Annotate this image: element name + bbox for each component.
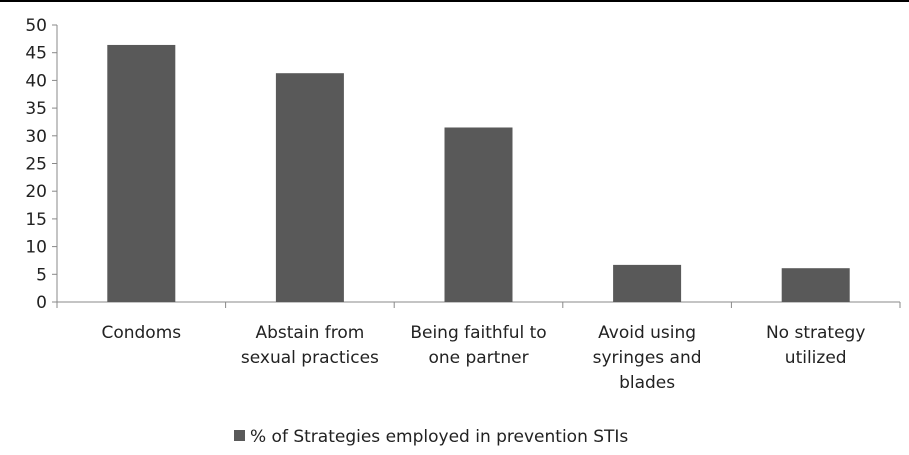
- y-tick-label: 45: [25, 44, 47, 64]
- x-category-label-line: utilized: [785, 348, 847, 368]
- x-category-label-line: syringes and: [593, 348, 702, 368]
- bar: [444, 127, 513, 303]
- bars: [107, 44, 850, 303]
- y-tick-label: 25: [25, 155, 47, 175]
- bar: [781, 268, 850, 302]
- x-axis: Condoms Abstain from sexual practices Being…: [56, 301, 901, 393]
- x-category-label-line: one partner: [428, 348, 528, 368]
- x-category-label-line: blades: [619, 373, 675, 393]
- y-tick-label: 50: [25, 16, 47, 36]
- legend: % of Strategies employed in prevention S…: [234, 427, 628, 447]
- y-tick-label: 15: [25, 210, 47, 230]
- x-category-label: Avoid using syringes and blades: [593, 323, 702, 393]
- x-category-label-line: Being faithful to: [410, 323, 546, 343]
- legend-label: % of Strategies employed in prevention S…: [250, 427, 628, 447]
- x-category-label-line: Abstain from: [255, 323, 364, 343]
- bar: [107, 44, 176, 302]
- y-tick-label: 5: [36, 265, 47, 285]
- y-tick-label: 30: [25, 127, 47, 147]
- x-category-label-line: No strategy: [766, 323, 865, 343]
- x-category-label: Being faithful to one partner: [410, 323, 546, 368]
- x-category-label: Abstain from sexual practices: [241, 323, 379, 368]
- legend-swatch: [234, 430, 245, 441]
- x-category-label: Condoms: [101, 323, 181, 343]
- bar: [613, 264, 682, 302]
- y-axis: 0 5 10 15 20 25 30 35 40 45 50: [25, 16, 58, 313]
- x-category-label-line: Condoms: [101, 323, 181, 343]
- bar: [275, 73, 344, 302]
- y-tick-label: 35: [25, 99, 47, 119]
- y-tick-label: 10: [25, 238, 47, 258]
- x-category-label-line: Avoid using: [598, 323, 696, 343]
- x-category-label: No strategy utilized: [766, 323, 865, 368]
- y-tick-label: 0: [36, 293, 47, 313]
- y-tick-label: 20: [25, 182, 47, 202]
- x-category-label-line: sexual practices: [241, 348, 379, 368]
- y-tick-label: 40: [25, 71, 47, 91]
